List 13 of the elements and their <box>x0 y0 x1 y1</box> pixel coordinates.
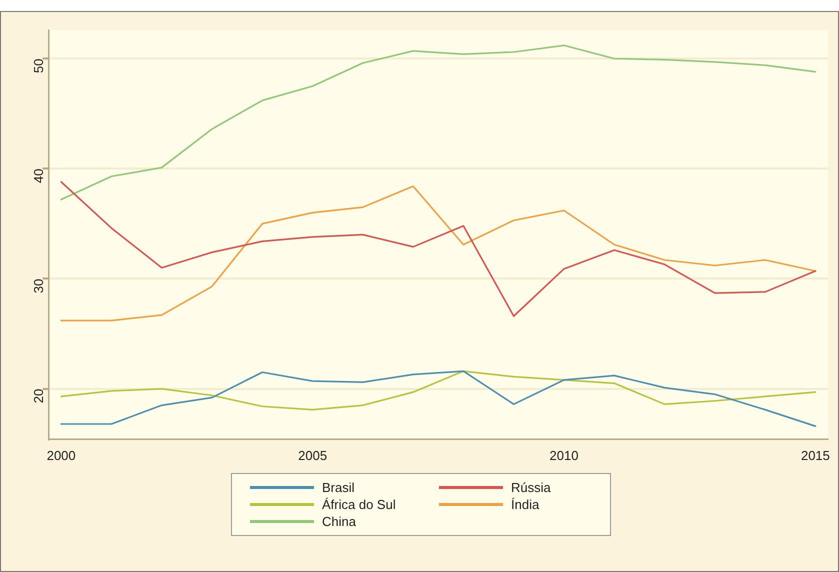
legend-label: Rússia <box>511 480 551 495</box>
y-tick-label: 40 <box>31 168 46 184</box>
legend-label: Brasil <box>322 480 355 495</box>
x-tick-label: 2015 <box>800 448 830 463</box>
y-tick-label: 50 <box>31 58 46 74</box>
x-tick-label: 2000 <box>46 448 76 463</box>
x-tick-label: 2005 <box>298 448 328 463</box>
legend-label: China <box>322 514 356 529</box>
legend-label: Índia <box>511 497 540 512</box>
legend-label: África do Sul <box>322 497 396 512</box>
y-tick-label: 20 <box>31 388 46 404</box>
x-tick-label: 2010 <box>550 448 578 463</box>
y-tick-label: 30 <box>31 278 46 294</box>
